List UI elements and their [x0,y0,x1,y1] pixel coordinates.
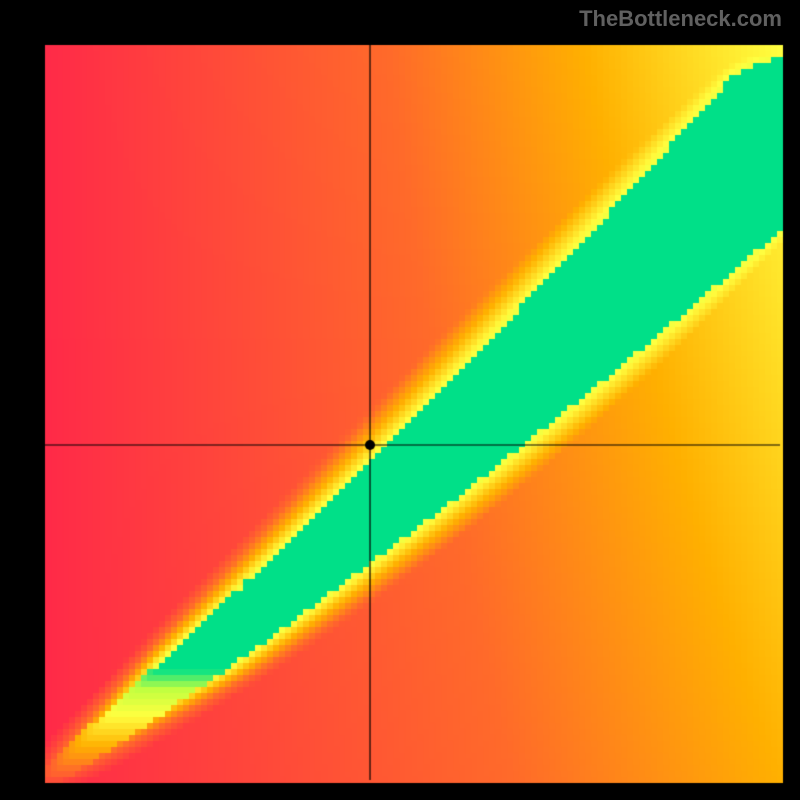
chart-container: TheBottleneck.com [0,0,800,800]
watermark-text: TheBottleneck.com [579,6,782,32]
bottleneck-heatmap [0,0,800,800]
